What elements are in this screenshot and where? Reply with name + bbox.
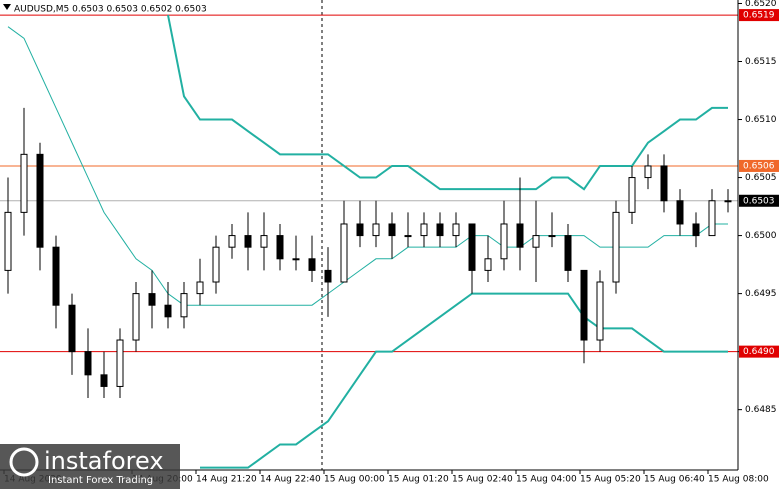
level-label: 0.6490 <box>743 347 775 357</box>
y-tick-label: 0.6505 <box>745 173 777 183</box>
logo-tagline: Instant Forex Trading <box>48 475 153 486</box>
candle-body <box>388 223 396 237</box>
candle-body <box>644 165 652 179</box>
level-tag <box>739 345 779 358</box>
candle-body <box>148 293 156 306</box>
candle-body <box>404 235 412 238</box>
candle-body <box>628 177 636 213</box>
candle-body <box>196 281 204 295</box>
y-tick-label: 0.6500 <box>745 231 777 241</box>
candle-body <box>420 223 428 237</box>
logo-name: instaforex <box>44 447 164 475</box>
candle-body <box>308 258 316 271</box>
level-tag <box>739 9 779 22</box>
candle-body <box>4 211 12 271</box>
y-tick-label: 0.6520 <box>745 0 777 9</box>
candle-body <box>500 223 508 260</box>
candle-body <box>436 223 444 237</box>
title-icon <box>3 4 11 10</box>
candle-body <box>132 293 140 341</box>
x-tick-label: 15 Aug 00:00 <box>324 475 385 485</box>
logo-icon <box>9 447 39 477</box>
y-tick-label: 0.6485 <box>745 405 777 415</box>
x-tick-label: 15 Aug 05:20 <box>580 475 641 485</box>
candle-body <box>596 281 604 341</box>
candle-body <box>244 235 252 248</box>
candle-body <box>164 304 172 318</box>
level-label: 0.6503 <box>743 196 775 206</box>
x-tick-label: 15 Aug 06:40 <box>644 475 705 485</box>
level-tag <box>739 194 779 207</box>
candle-body <box>548 235 556 238</box>
candle-body <box>372 223 380 237</box>
y-tick-label: 0.6495 <box>745 289 777 299</box>
x-tick-label: 15 Aug 01:20 <box>388 475 449 485</box>
plot <box>0 14 738 469</box>
x-tick-label: 14 Aug 22:40 <box>260 475 321 485</box>
candle-body <box>452 223 460 237</box>
candle-body <box>484 258 492 271</box>
chart-title: AUDUSD,M5 0.6503 0.6503 0.6502 0.6503 <box>14 5 207 15</box>
candle-body <box>692 223 700 237</box>
candle-body <box>708 200 716 237</box>
candle-body <box>356 223 364 237</box>
y-tick-label: 0.6510 <box>745 115 777 125</box>
x-tick-label: 14 Aug 21:20 <box>196 475 257 485</box>
candle-body <box>292 258 300 261</box>
candle-body <box>100 374 108 387</box>
level-tag <box>739 159 779 172</box>
level-label: 0.6519 <box>743 11 775 21</box>
candle-body <box>116 339 124 387</box>
candle-body <box>724 200 732 203</box>
candle-body <box>676 200 684 225</box>
candle-body <box>52 246 60 306</box>
indicator-line <box>7 26 728 306</box>
indicator-line <box>167 14 728 191</box>
y-tick-label: 0.6515 <box>745 57 777 67</box>
candle-body <box>564 235 572 271</box>
indicator-line <box>200 292 728 469</box>
candle-body <box>580 269 588 341</box>
candle-body <box>532 235 540 248</box>
candle-body <box>340 223 348 283</box>
candle-body <box>516 223 524 248</box>
candle-body <box>276 235 284 260</box>
logo: instaforex Instant Forex Trading <box>0 444 180 489</box>
x-tick-label: 15 Aug 02:40 <box>452 475 513 485</box>
level-label: 0.6506 <box>743 161 775 171</box>
candle-body <box>260 235 268 248</box>
candle-body <box>212 246 220 283</box>
candle-body <box>468 223 476 271</box>
candle-body <box>180 293 188 318</box>
candle-body <box>20 153 28 213</box>
candle-body <box>68 304 76 353</box>
candle-body <box>36 153 44 248</box>
candle-body <box>84 351 92 376</box>
candle-body <box>324 269 332 283</box>
x-tick-label: 15 Aug 04:00 <box>516 475 577 485</box>
candle-body <box>660 165 668 202</box>
candle-body <box>228 235 236 248</box>
candle-body <box>612 211 620 283</box>
x-tick-label: 15 Aug 08:00 <box>708 475 769 485</box>
